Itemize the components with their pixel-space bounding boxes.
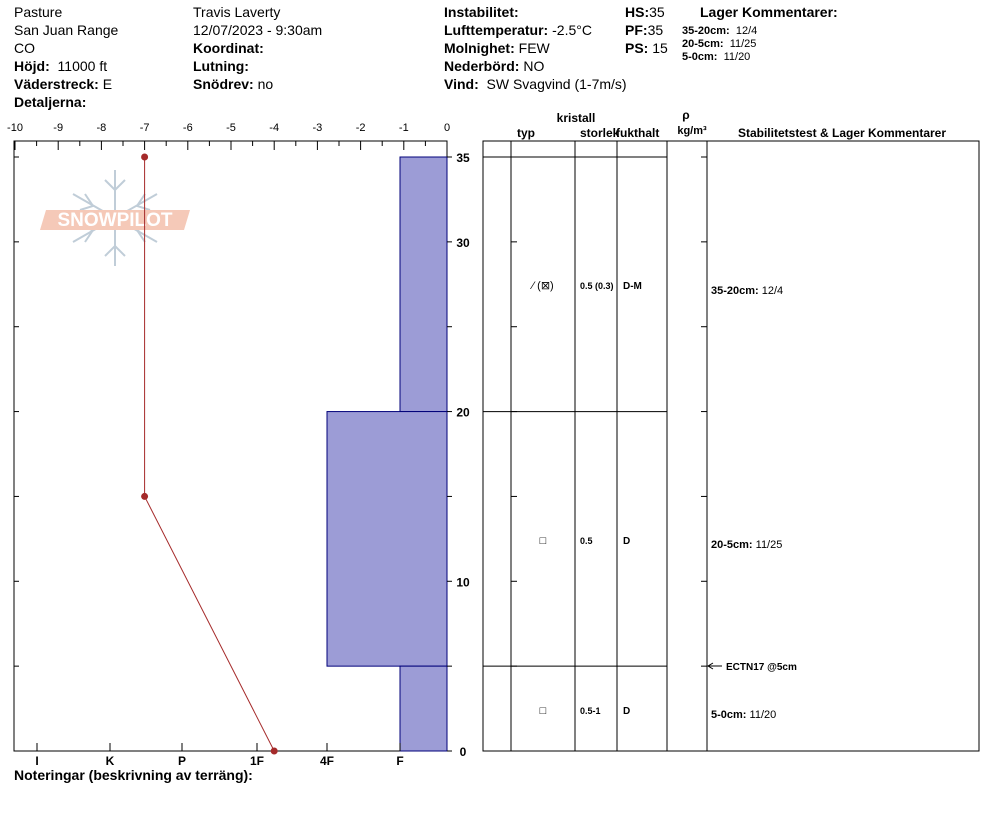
hardness-axis: I K P 1F 4F F [35,743,404,768]
wind: Vind: SW Svagvind (1-7m/s) [444,76,627,92]
hardness-layer-bar [399,665,448,752]
hardness-tick-label: I [35,754,38,768]
temperature-axis: -10 -9 -8 -7 -6 -5 -4 -3 -2 -1 0 [7,122,450,150]
hs-value: HS:35 [625,4,665,20]
hardness-tick-label: 4F [320,754,334,768]
layer-comment-3: 5-0cm: 11/20 [682,51,751,63]
snow-drift: Snödrev: no [193,76,274,92]
temperature-line [144,157,275,752]
hardness-tick-label: 1F [250,754,264,768]
temp-tick-label: -9 [53,122,63,134]
stability-test-marker: ECTN17 @5cm [707,662,797,673]
layer-comment-range: 5-0cm: [711,709,750,721]
layer-comment: 20-5cm: 11/25 [711,539,782,551]
temp-tick-label: -5 [226,122,236,134]
density-unit: kg/m³ [677,125,707,137]
air-temperature: Lufttemperatur: -2.5°C [444,22,592,38]
coordinate-label: Koordinat: [193,40,264,56]
ps-value: PS: 15 [625,40,668,56]
hardness-tick-label: P [178,754,186,768]
details-label: Detaljerna: [14,94,87,110]
layer-comment-2: 20-5cm: 11/25 [682,38,757,50]
depth-tick-label: 10 [456,575,470,589]
temp-tick-label: -8 [97,122,107,134]
moisture-header: fukthalt [616,126,659,140]
precipitation: Nederbörd: NO [444,58,545,74]
temp-tick-label: 0 [444,122,450,134]
temp-tick-label: -6 [183,122,193,134]
snowpilot-logo: SNOWPILOT [40,170,190,266]
datetime: 12/07/2023 - 9:30am [193,22,323,38]
layer-comment: 35-20cm: 12/4 [711,285,783,297]
layer-comment-text: 12/4 [762,285,783,297]
stability-header: Stabilitetstest & Lager Kommentarer [738,126,946,140]
notes-label: Noteringar (beskrivning av terräng): [14,767,253,783]
test-arrow-icon [707,662,714,670]
temp-tick-label: -2 [356,122,366,134]
layer-comment-text: 11/25 [756,539,783,551]
temp-tick-label: -7 [140,122,150,134]
pf-value: PF:35 [625,22,664,38]
crystal-header: kristall [557,111,596,125]
slope-label: Lutning: [193,58,249,74]
density-symbol: ρ [682,108,689,122]
observer: Travis Laverty [193,4,281,20]
depth-tick-label: 20 [456,406,470,420]
grain-type-icon: □ [540,535,547,547]
temperature-profile [141,153,278,755]
hardness-layers [326,156,448,752]
logo-text: SNOWPILOT [57,210,172,231]
layer-comment-text: 11/20 [750,709,777,721]
location-name: Pasture [14,4,63,20]
instability-label: Instabilitet: [444,4,519,20]
layer-comment-range: 35-20cm: [711,285,762,297]
moisture: D [623,536,630,547]
depth-tick-label: 0 [460,745,467,759]
hardness-layer-bar [399,156,448,413]
type-header: typ [517,126,535,140]
depth-axis: 0 10 20 30 35 [14,151,470,759]
layer-comment-range: 20-5cm: [711,539,756,551]
hardness-tick-label: K [106,754,115,768]
grain-type-icon: □ [540,705,547,717]
temp-tick-label: -10 [7,122,23,134]
temp-tick-label: -3 [313,122,323,134]
temp-tick-label: -4 [269,122,279,134]
elevation: Höjd: 11000 ft [14,58,108,74]
moisture: D-M [623,281,642,292]
grain-size: 0.5 [580,536,593,546]
layer-comment-1: 35-20cm: 12/4 [682,25,758,37]
layer-table-frame [482,140,980,752]
temperature-point [141,153,149,161]
temperature-point [270,747,278,755]
aspect: Väderstreck: E [14,76,113,92]
moisture: D [623,706,630,717]
table-rows: ⁄ (⊠) 0.5 (0.3) D-M 35-20cm: 12/4 □ 0.5 D 20-5c… [483,156,783,721]
sky-cover: Molnighet: FEW [444,40,550,56]
depth-tick-label: 30 [456,236,470,250]
size-header: storlek [580,126,620,140]
grain-type-icon: ⁄ (⊠) [529,280,553,292]
depth-tick-label: 35 [456,151,470,165]
layer-comment: 5-0cm: 11/20 [711,709,776,721]
table-ticks [511,156,707,752]
temp-tick-label: -1 [399,122,409,134]
grain-size: 0.5-1 [580,706,601,716]
stability-test-text: ECTN17 @5cm [726,662,797,673]
grain-size: 0.5 (0.3) [580,281,614,291]
state-name: CO [14,40,35,56]
hardness-tick-label: F [396,754,403,768]
hardness-layer-bar [326,411,448,667]
temperature-point [141,492,149,500]
range-name: San Juan Range [14,22,119,38]
layer-comments-title: Lager Kommentarer: [700,4,838,20]
